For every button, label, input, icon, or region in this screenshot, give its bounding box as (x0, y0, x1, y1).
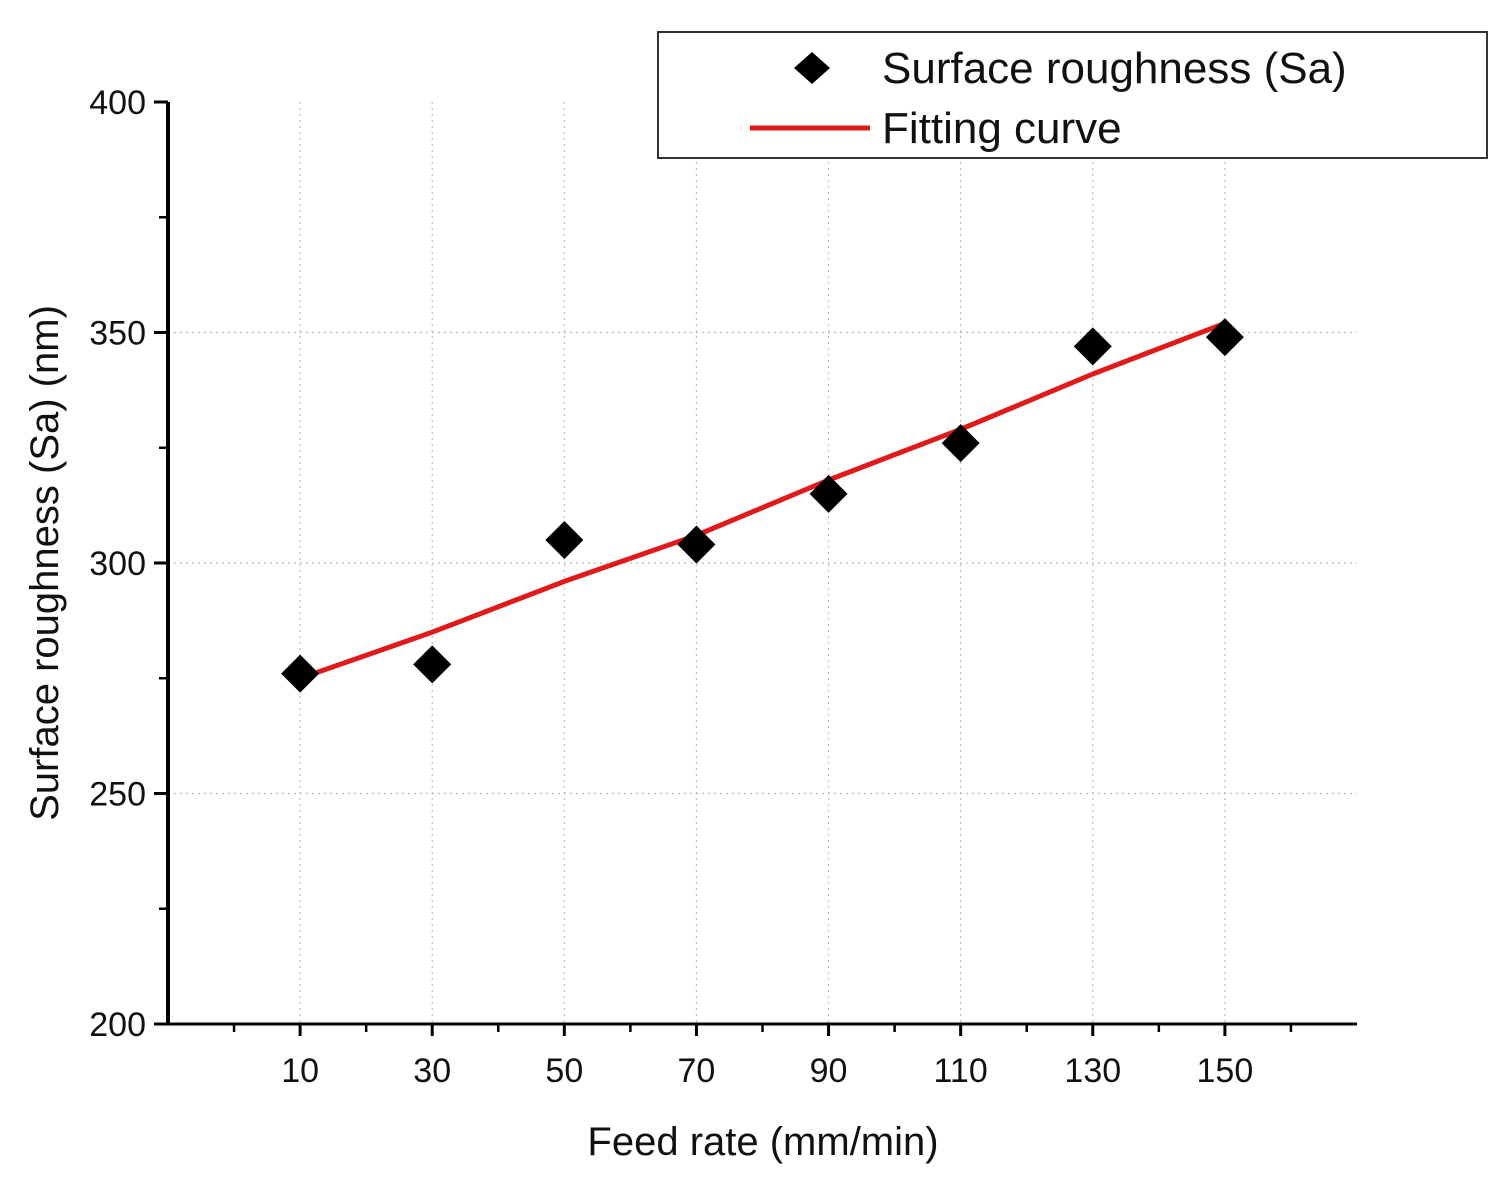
x-tick-label: 70 (678, 1052, 716, 1090)
data-point-diamond (1073, 327, 1112, 366)
data-point-diamond (677, 525, 716, 564)
y-tick-label: 200 (89, 1006, 146, 1044)
x-tick-label: 130 (1064, 1052, 1121, 1090)
axes-layer (166, 102, 1357, 1026)
data-point-diamond (545, 520, 584, 559)
y-tick-label: 400 (89, 84, 146, 122)
series-layer (281, 318, 1244, 693)
y-axis-title: Surface roughness (Sa) (nm) (23, 305, 67, 821)
x-tick-label: 50 (545, 1052, 583, 1090)
ticks-layer: 10 30 50 70 90 110 130 150 200 250 300 350 400 (89, 84, 1293, 1090)
legend-diamond-marker (794, 52, 830, 84)
data-point-diamond (941, 424, 980, 463)
legend-label-fit: Fitting curve (882, 104, 1122, 153)
data-point-diamond (809, 474, 848, 513)
data-point-diamond (1205, 318, 1244, 357)
y-tick-label: 350 (89, 315, 146, 353)
y-tick-label: 300 (89, 545, 146, 583)
x-axis-title: Feed rate (mm/min) (587, 1120, 938, 1164)
x-tick-label: 10 (281, 1052, 319, 1090)
legend-box (657, 31, 1488, 159)
legend: Surface roughness (Sa) Fitting curve (657, 31, 1488, 159)
fitting-curve-line (299, 320, 1226, 681)
legend-label-scatter: Surface roughness (Sa) (882, 44, 1347, 93)
data-point-diamond (281, 654, 320, 693)
data-point-diamond (413, 645, 452, 684)
grid-layer (168, 102, 1357, 1024)
x-tick-label: 150 (1197, 1052, 1254, 1090)
x-tick-label: 110 (934, 1052, 988, 1090)
y-tick-label: 250 (89, 776, 146, 814)
x-tick-label: 90 (810, 1052, 848, 1090)
x-tick-label: 30 (413, 1052, 451, 1090)
